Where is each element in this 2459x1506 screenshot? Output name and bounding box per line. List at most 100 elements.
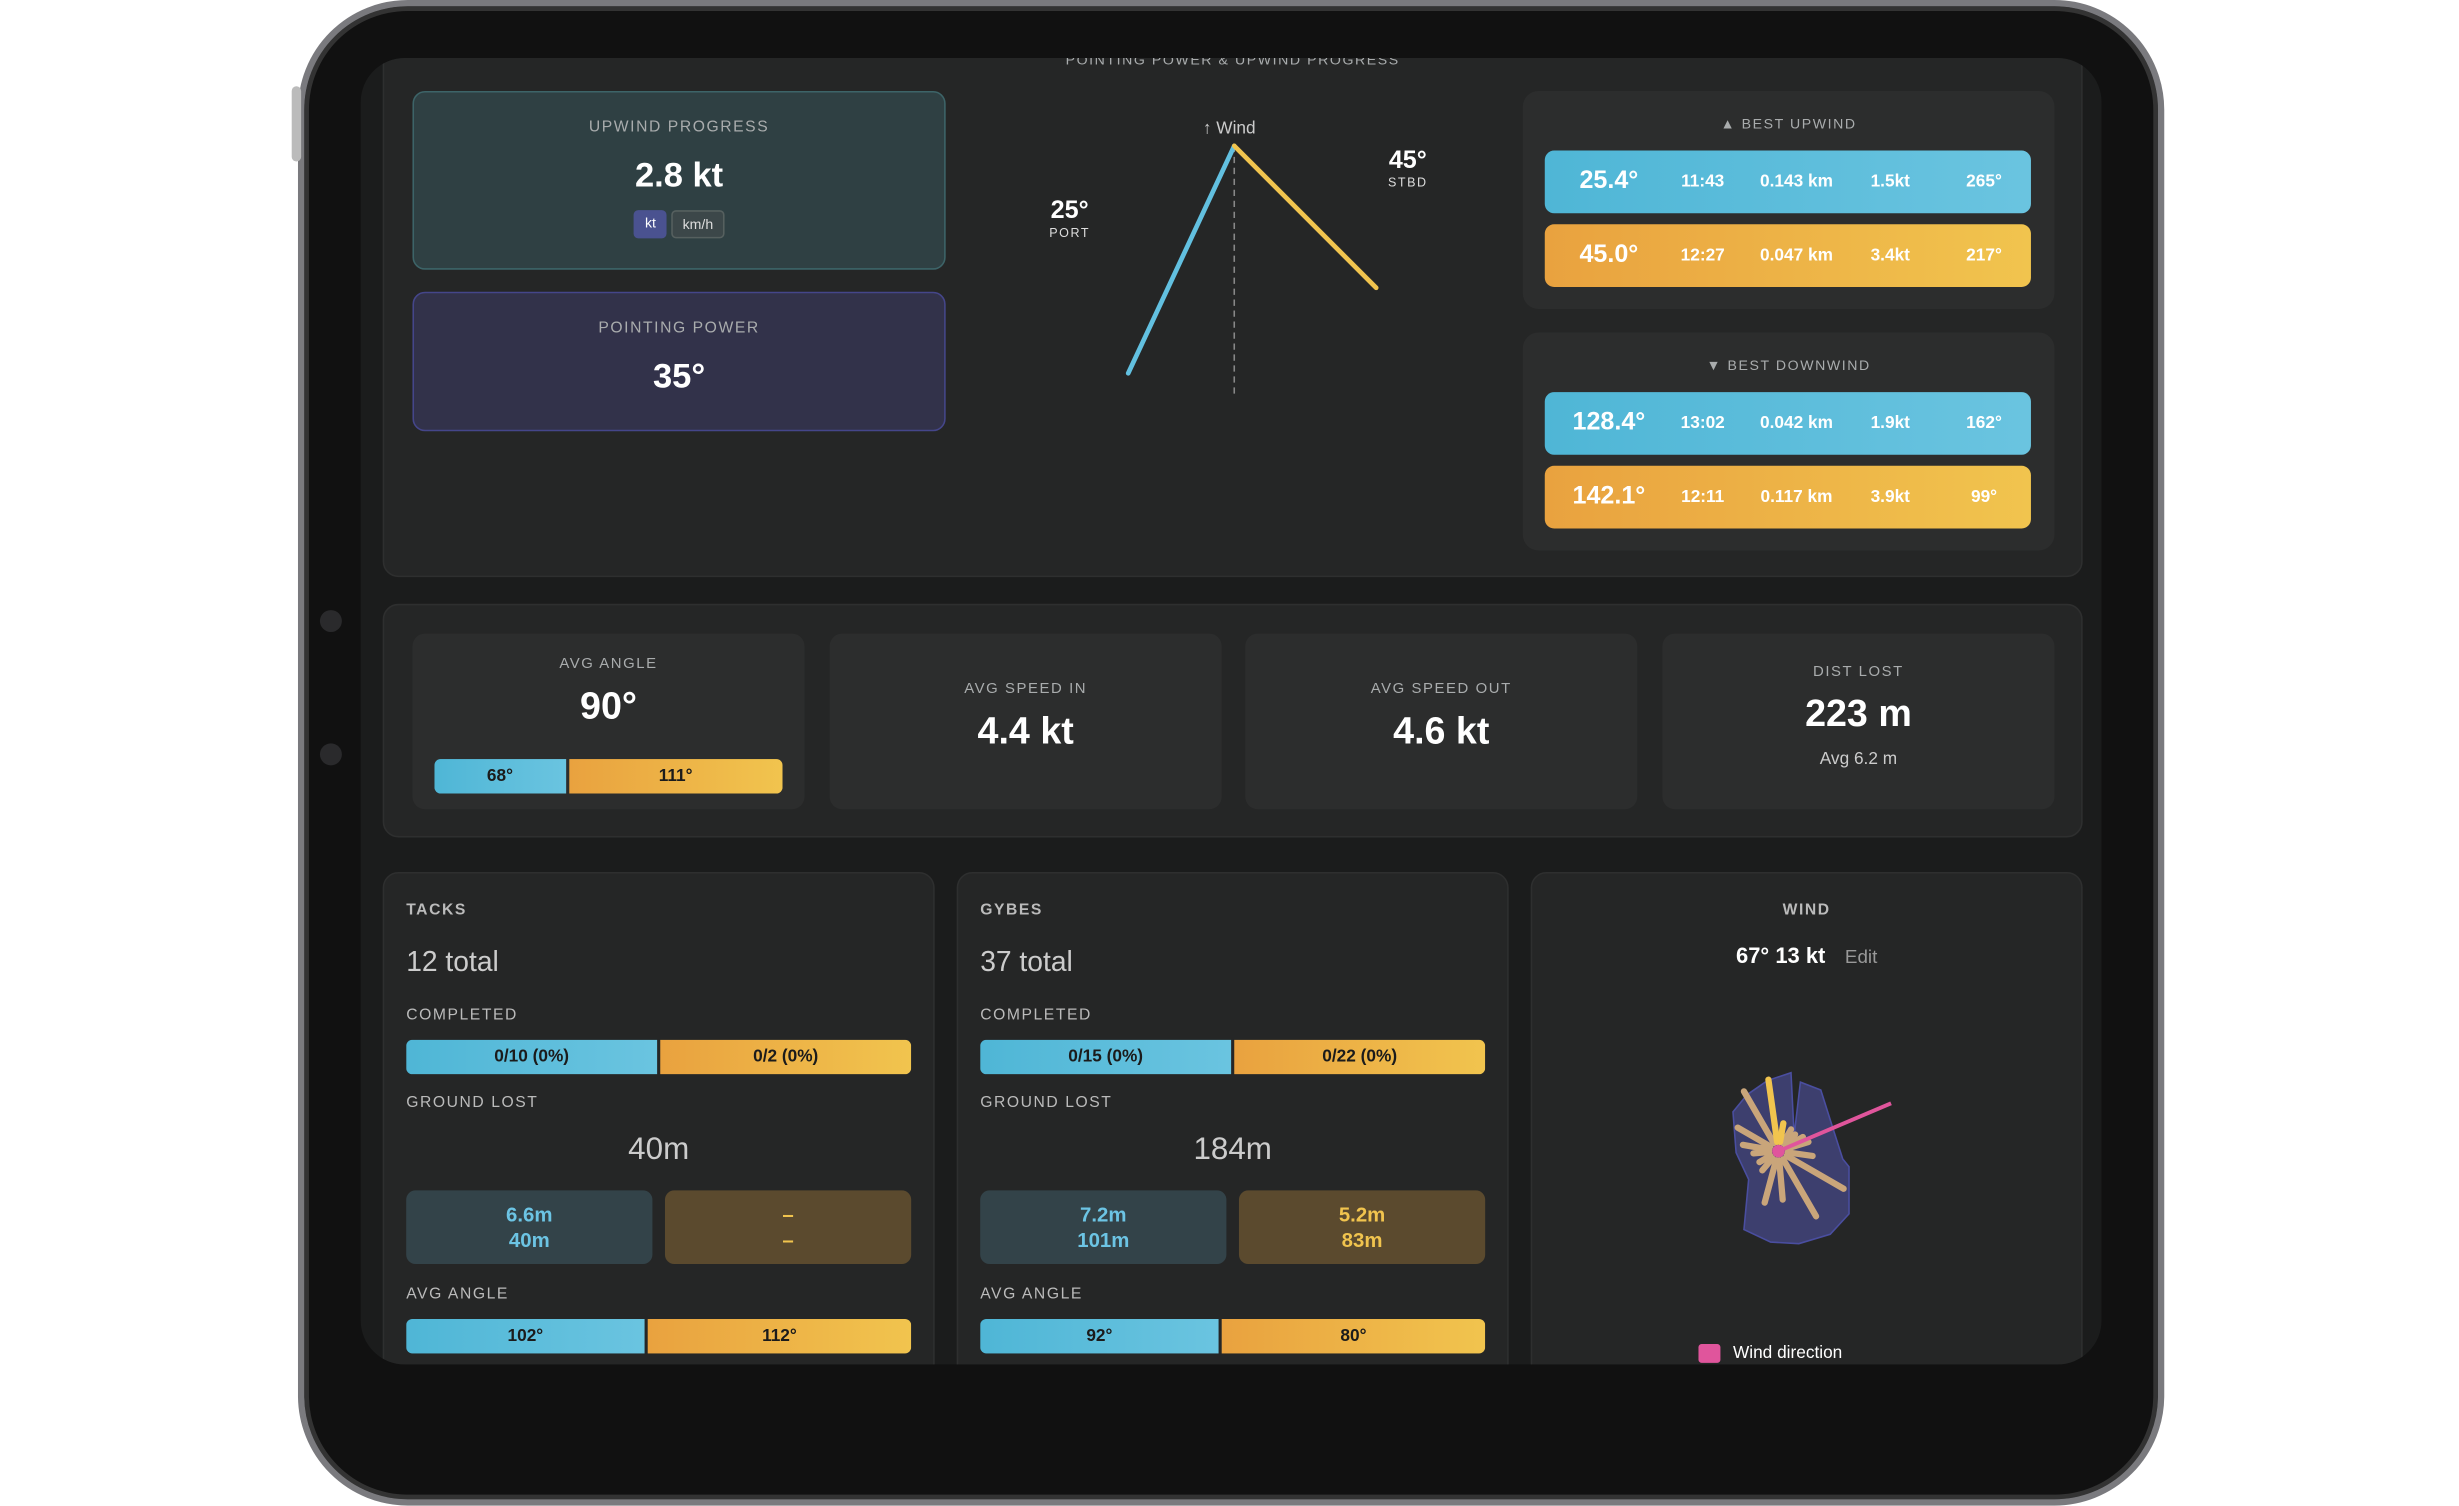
- pointing-power-card: POINTING POWER 35°: [412, 291, 946, 432]
- stbd-total: 83m: [1341, 1227, 1383, 1251]
- best-row[interactable]: 128.4° 13:02 0.042 km 1.9kt 162°: [1544, 392, 2031, 455]
- stbd-segment: 112°: [647, 1318, 912, 1354]
- completed-split-bar: 0/10 (0%) 0/2 (0%): [406, 1039, 912, 1075]
- avg-angle-split-bar: 68° 111°: [434, 759, 783, 794]
- stat-avg-speed-out: AVG SPEED OUT 4.6 kt: [1245, 633, 1638, 810]
- port-total: 101m: [1077, 1227, 1130, 1251]
- unit-kmh-button[interactable]: km/h: [671, 210, 725, 239]
- stbd-segment: 111°: [568, 759, 783, 794]
- tacks-card: TACKS 12 total COMPLETED 0/10 (0%) 0/2 (…: [382, 871, 935, 1365]
- stat-label: AVG SPEED OUT: [1370, 680, 1512, 698]
- stat-value: 4.4 kt: [977, 710, 1074, 753]
- port-segment: 0/15 (0%): [980, 1039, 1232, 1075]
- wind-direction-arrow: [1777, 1101, 1892, 1153]
- port-line: [1125, 143, 1237, 376]
- row-time: 12:27: [1680, 246, 1725, 266]
- port-avg: 6.6m: [506, 1202, 553, 1226]
- stat-value: 4.6 kt: [1393, 710, 1490, 753]
- row-time: 13:02: [1680, 414, 1725, 433]
- stat-dist-lost: DIST LOST 223 m Avg 6.2 m: [1662, 633, 2055, 810]
- stbd-avg: 5.2m: [1338, 1202, 1386, 1226]
- port-avg: 7.2m: [1080, 1202, 1127, 1226]
- best-row[interactable]: 45.0° 12:27 0.047 km 3.4kt 217°: [1544, 224, 2031, 287]
- wind-rose-center: [1772, 1144, 1785, 1158]
- legend-swatch: [1698, 1344, 1721, 1363]
- wind-value: 67° 13 kt: [1736, 942, 1826, 968]
- port-angle: 25°: [1050, 197, 1089, 225]
- wind-rose-spoke: [1783, 1152, 1847, 1192]
- total-count: 37 total: [980, 945, 1073, 978]
- wind-rose-spoke: [1784, 1149, 1816, 1160]
- gybes-card: GYBES 37 total COMPLETED 0/15 (0%) 0/22 …: [956, 871, 1509, 1365]
- best-row[interactable]: 142.1° 12:11 0.117 km 3.9kt 99°: [1544, 465, 2031, 529]
- pointing-label: POINTING POWER: [598, 319, 760, 338]
- panel-title: POINTING POWER & UPWIND PROGRESS: [1065, 58, 1400, 68]
- stbd-label: STBD: [1387, 175, 1428, 190]
- row-heading: 217°: [1966, 246, 2002, 266]
- port-ground-box: 7.2m 101m: [980, 1190, 1227, 1265]
- stat-label: DIST LOST: [1813, 663, 1904, 681]
- row-speed: 1.9kt: [1870, 414, 1910, 433]
- card-title: TACKS: [406, 901, 467, 920]
- row-angle: 25.4°: [1579, 167, 1639, 195]
- stbd-angle: 45°: [1388, 147, 1427, 175]
- device-side-button: [291, 86, 302, 162]
- port-ground-box: 6.6m 40m: [406, 1190, 653, 1265]
- row-time: 12:11: [1681, 487, 1725, 507]
- upwind-label: UPWIND PROGRESS: [588, 119, 770, 137]
- row-speed: 3.9kt: [1870, 487, 1910, 507]
- stats-panel: AVG ANGLE 90° 68° 111° AVG SPEED IN 4.4 …: [382, 603, 2083, 838]
- stat-sub: Avg 6.2 m: [1819, 749, 1898, 769]
- card-title: GYBES: [980, 901, 1043, 920]
- stbd-avg: –: [782, 1202, 794, 1226]
- port-total: 40m: [508, 1227, 550, 1251]
- best-row[interactable]: 25.4° 11:43 0.143 km 1.5kt 265°: [1544, 150, 2031, 214]
- stbd-segment: 0/22 (0%): [1234, 1039, 1486, 1075]
- port-segment: 68°: [434, 759, 566, 794]
- wind-rose-spoke: [1780, 1156, 1820, 1220]
- wind-rose-spoke: [1765, 1076, 1781, 1145]
- total-count: 12 total: [406, 945, 499, 978]
- row-dist: 0.117 km: [1760, 487, 1833, 507]
- legend-label: Wind direction: [1732, 1344, 1843, 1363]
- wind-title: WIND: [1782, 901, 1831, 920]
- device-sensor: [319, 743, 342, 766]
- wind-rose-spoke: [1776, 1120, 1787, 1146]
- avg-angle-label: AVG ANGLE: [980, 1286, 1083, 1304]
- stat-avg-speed-in: AVG SPEED IN 4.4 kt: [829, 633, 1222, 810]
- row-angle: 45.0°: [1579, 241, 1639, 269]
- wind-rose-spoke: [1739, 1141, 1773, 1153]
- app-screen: POINTING POWER & UPWIND PROGRESS UPWIND …: [360, 58, 2102, 1365]
- ground-lost-label: GROUND LOST: [980, 1094, 1113, 1112]
- row-heading: 162°: [1966, 414, 2002, 433]
- wind-rose-spoke: [1780, 1126, 1795, 1147]
- avg-angle-split-bar: 102° 112°: [406, 1318, 912, 1354]
- wind-rose-chart: [1732, 1071, 1892, 1245]
- wind-legend: Wind direction: [1698, 1344, 1842, 1363]
- wind-rose-spoke: [1759, 1155, 1776, 1174]
- row-angle: 142.1°: [1572, 483, 1646, 510]
- wind-indicator-label: ↑ Wind: [1202, 119, 1256, 139]
- pointing-diagram: [1125, 143, 1379, 399]
- edit-wind-button[interactable]: Edit: [1844, 945, 1878, 968]
- stat-value: 90°: [580, 685, 637, 728]
- avg-angle-label: AVG ANGLE: [406, 1286, 509, 1304]
- wind-rose-spoke: [1756, 1152, 1774, 1166]
- row-speed: 1.5kt: [1870, 172, 1910, 192]
- pointing-panel: POINTING POWER & UPWIND PROGRESS UPWIND …: [382, 58, 2083, 578]
- row-angle: 128.4°: [1572, 409, 1646, 436]
- wind-rose-spoke: [1776, 1157, 1786, 1203]
- completed-split-bar: 0/15 (0%) 0/22 (0%): [980, 1039, 1486, 1075]
- port-segment: 102°: [406, 1318, 645, 1354]
- stbd-segment: 0/2 (0%): [660, 1039, 912, 1075]
- ground-lost-label: GROUND LOST: [406, 1094, 539, 1112]
- unit-kt-button[interactable]: kt: [633, 210, 667, 239]
- stat-label: AVG ANGLE: [559, 655, 658, 673]
- stbd-ground-box: – –: [664, 1190, 912, 1265]
- port-label: PORT: [1049, 225, 1091, 240]
- wind-rose-spoke: [1750, 1148, 1773, 1157]
- ground-lost-value: 184m: [1193, 1132, 1272, 1167]
- wind-card: WIND 67° 13 kt Edit Wind direction: [1530, 871, 2083, 1365]
- port-segment: 92°: [980, 1318, 1219, 1354]
- row-dist: 0.042 km: [1760, 414, 1833, 433]
